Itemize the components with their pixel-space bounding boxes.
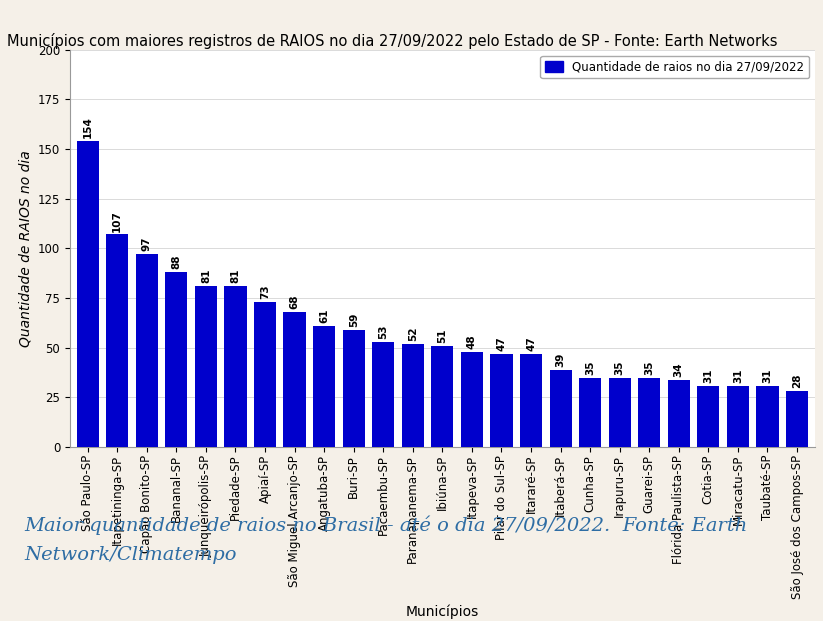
- Bar: [77, 141, 99, 447]
- Bar: [579, 378, 602, 447]
- Bar: [727, 386, 749, 447]
- Text: 61: 61: [319, 309, 329, 323]
- Bar: [254, 302, 276, 447]
- Bar: [283, 312, 305, 447]
- Text: 35: 35: [585, 360, 595, 374]
- Text: 31: 31: [762, 368, 773, 383]
- Bar: [402, 344, 424, 447]
- Legend: Quantidade de raios no dia 27/09/2022: Quantidade de raios no dia 27/09/2022: [540, 56, 809, 78]
- Bar: [225, 286, 247, 447]
- Text: 97: 97: [142, 237, 151, 252]
- Bar: [431, 346, 453, 447]
- Bar: [461, 351, 483, 447]
- Bar: [106, 235, 128, 447]
- Text: 47: 47: [496, 336, 506, 351]
- Y-axis label: Quantidade de RAIOS no dia: Quantidade de RAIOS no dia: [18, 150, 32, 347]
- Text: 81: 81: [230, 269, 240, 283]
- Bar: [342, 330, 365, 447]
- Text: 53: 53: [379, 324, 388, 339]
- Bar: [313, 326, 335, 447]
- Bar: [697, 386, 719, 447]
- Text: 107: 107: [112, 210, 123, 232]
- Text: 154: 154: [82, 116, 93, 138]
- Bar: [550, 369, 572, 447]
- Text: 35: 35: [644, 360, 654, 374]
- Bar: [520, 354, 542, 447]
- Bar: [136, 255, 158, 447]
- Text: 59: 59: [349, 312, 359, 327]
- X-axis label: Municípios: Municípios: [406, 604, 479, 619]
- Text: 31: 31: [704, 368, 714, 383]
- Text: 88: 88: [171, 255, 181, 270]
- Text: 34: 34: [674, 362, 684, 376]
- Text: 73: 73: [260, 284, 270, 299]
- Text: 31: 31: [733, 368, 743, 383]
- Bar: [786, 391, 808, 447]
- Bar: [372, 342, 394, 447]
- Text: 51: 51: [437, 329, 448, 343]
- Text: 48: 48: [467, 334, 477, 349]
- Bar: [491, 354, 513, 447]
- Bar: [195, 286, 217, 447]
- Text: 28: 28: [792, 374, 802, 389]
- Bar: [667, 379, 690, 447]
- Bar: [609, 378, 630, 447]
- Text: 68: 68: [290, 294, 300, 309]
- Bar: [165, 272, 188, 447]
- Text: 52: 52: [408, 326, 418, 341]
- Bar: [756, 386, 779, 447]
- Bar: [638, 378, 660, 447]
- Text: 39: 39: [556, 352, 565, 366]
- Text: 47: 47: [526, 336, 536, 351]
- Text: 35: 35: [615, 360, 625, 374]
- Text: 81: 81: [201, 269, 211, 283]
- Text: Municípios com maiores registros de RAIOS no dia 27/09/2022 pelo Estado de SP - : Municípios com maiores registros de RAIO…: [7, 32, 777, 48]
- Text: Maior quantidade de raios no Brasil - até o dia 27/09/2022.  Fonte: Earth
Networ: Maior quantidade de raios no Brasil - at…: [25, 515, 748, 564]
